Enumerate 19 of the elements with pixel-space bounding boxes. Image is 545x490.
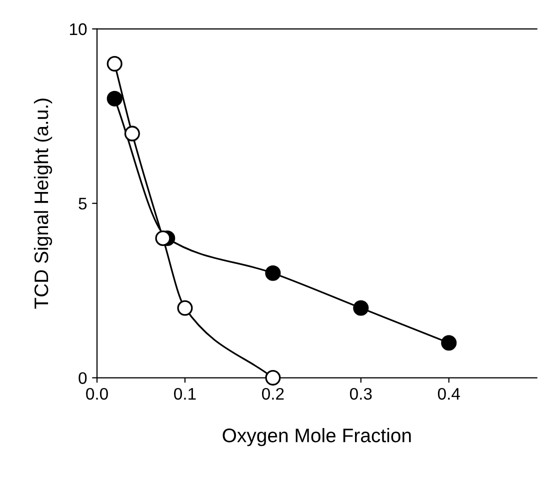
point	[106, 56, 122, 72]
x-tick-label: 0.1	[174, 388, 196, 400]
point	[155, 230, 171, 246]
y-tick-label: 0	[78, 372, 87, 384]
point	[106, 90, 122, 106]
x-tick-label: 0.4	[438, 388, 460, 400]
x-tick-label: 0.3	[350, 388, 372, 400]
point	[353, 300, 369, 316]
point	[124, 126, 140, 142]
point	[441, 335, 457, 351]
y-tick-label: 5	[78, 198, 87, 210]
x-tick-label: 0.0	[86, 388, 108, 400]
point	[265, 370, 281, 386]
point	[265, 265, 281, 281]
x-axis-title: Oxygen Mole Fraction	[222, 428, 411, 446]
y-axis-title: TCD Signal Height (a.u.)	[34, 98, 52, 309]
x-tick-label: 0.2	[262, 388, 284, 400]
point	[177, 300, 193, 316]
y-tick-label: 10	[70, 23, 87, 36]
